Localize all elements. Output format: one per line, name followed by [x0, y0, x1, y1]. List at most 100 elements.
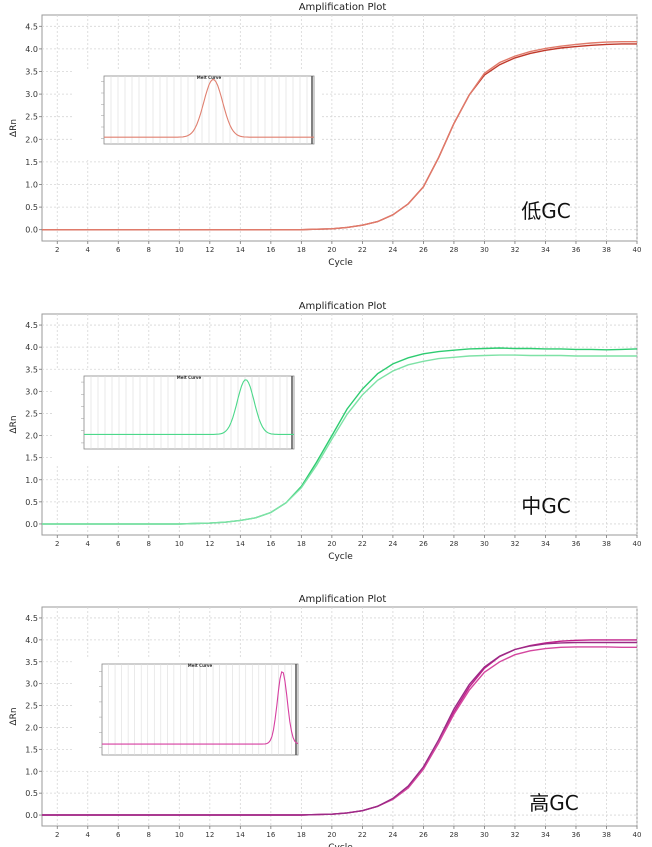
inset-melt-curve — [84, 379, 294, 435]
x-tick-label: 2 — [55, 540, 59, 548]
x-tick-label: 20 — [327, 246, 336, 254]
x-tick-label: 22 — [358, 246, 367, 254]
x-tick-label: 18 — [297, 540, 306, 548]
x-tick-label: 10 — [175, 831, 184, 839]
y-tick-label: 3.5 — [25, 365, 38, 374]
chart-title: Amplification Plot — [299, 594, 387, 605]
x-tick-label: 26 — [419, 540, 428, 548]
y-tick-label: 0.5 — [25, 789, 38, 798]
y-tick-label: 2.0 — [25, 135, 38, 144]
inset-melt-curve — [102, 671, 299, 745]
y-tick-label: 3.0 — [25, 90, 38, 99]
x-tick-label: 6 — [116, 831, 121, 839]
melt-curve-inset: Melt Curve — [74, 70, 320, 160]
y-tick-label: 3.5 — [25, 68, 38, 77]
y-tick-label: 3.0 — [25, 680, 38, 689]
x-tick-label: 28 — [449, 246, 458, 254]
x-tick-label: 6 — [116, 540, 121, 548]
y-tick-label: 1.5 — [25, 454, 38, 463]
x-tick-label: 14 — [236, 831, 245, 839]
x-axis-label: Cycle — [328, 258, 353, 268]
x-tick-label: 32 — [510, 540, 519, 548]
x-tick-label: 34 — [541, 246, 550, 254]
x-tick-label: 34 — [541, 540, 550, 548]
y-tick-label: 1.0 — [25, 767, 38, 776]
x-tick-label: 20 — [327, 831, 336, 839]
x-tick-label: 38 — [602, 540, 611, 548]
y-tick-label: 0.0 — [25, 520, 38, 529]
x-tick-label: 14 — [236, 540, 245, 548]
chart-title: Amplification Plot — [299, 2, 387, 13]
x-tick-label: 38 — [602, 246, 611, 254]
inset-title: Melt Curve — [197, 75, 222, 80]
x-tick-label: 12 — [205, 246, 214, 254]
x-tick-label: 8 — [147, 540, 151, 548]
gc-annotation: 中GC — [521, 494, 570, 518]
x-tick-label: 24 — [388, 246, 397, 254]
x-tick-label: 18 — [297, 246, 306, 254]
x-tick-label: 10 — [175, 246, 184, 254]
x-tick-label: 16 — [266, 831, 275, 839]
x-tick-label: 4 — [86, 831, 91, 839]
x-tick-label: 30 — [480, 831, 489, 839]
x-tick-label: 12 — [205, 831, 214, 839]
y-axis-label: ΔRn — [9, 415, 19, 433]
x-tick-label: 32 — [510, 831, 519, 839]
inset-title: Melt Curve — [188, 663, 213, 668]
x-tick-label: 28 — [449, 540, 458, 548]
y-tick-label: 4.5 — [25, 22, 38, 31]
x-tick-label: 10 — [175, 540, 184, 548]
x-tick-label: 26 — [419, 831, 428, 839]
chart-title: Amplification Plot — [299, 301, 387, 312]
gc-annotation: 高GC — [529, 791, 578, 815]
y-tick-label: 4.5 — [25, 321, 38, 330]
x-tick-label: 8 — [147, 246, 151, 254]
y-axis-label: ΔRn — [9, 707, 19, 725]
series-line-2 — [42, 41, 637, 231]
y-tick-label: 2.5 — [25, 409, 38, 418]
y-tick-label: 0.5 — [25, 498, 38, 507]
x-tick-label: 26 — [419, 246, 428, 254]
y-tick-label: 0.0 — [25, 226, 38, 235]
x-tick-label: 4 — [86, 540, 91, 548]
x-tick-label: 30 — [480, 540, 489, 548]
y-tick-label: 2.5 — [25, 702, 38, 711]
x-tick-label: 14 — [236, 246, 245, 254]
x-tick-label: 20 — [327, 540, 336, 548]
y-tick-label: 2.5 — [25, 113, 38, 122]
y-tick-label: 1.0 — [25, 181, 38, 190]
x-axis-label: Cycle — [328, 552, 353, 562]
x-tick-label: 18 — [297, 831, 306, 839]
x-tick-label: 32 — [510, 246, 519, 254]
x-tick-label: 12 — [205, 540, 214, 548]
x-tick-label: 24 — [388, 540, 397, 548]
x-tick-label: 40 — [633, 540, 642, 548]
gc-annotation: 低GC — [521, 199, 570, 223]
y-tick-label: 1.5 — [25, 158, 38, 167]
y-tick-label: 0.5 — [25, 203, 38, 212]
x-tick-label: 2 — [55, 246, 59, 254]
y-tick-label: 0.0 — [25, 811, 38, 820]
x-tick-label: 36 — [572, 831, 581, 839]
y-tick-label: 4.0 — [25, 636, 38, 645]
y-tick-label: 2.0 — [25, 432, 38, 441]
y-tick-label: 4.0 — [25, 45, 38, 54]
x-tick-label: 36 — [572, 540, 581, 548]
x-tick-label: 40 — [633, 831, 642, 839]
x-tick-label: 4 — [86, 246, 91, 254]
x-tick-label: 34 — [541, 831, 550, 839]
x-tick-label: 28 — [449, 831, 458, 839]
melt-curve-inset: Melt Curve — [72, 658, 304, 771]
x-tick-label: 40 — [633, 246, 642, 254]
series-line-3 — [42, 641, 637, 816]
y-tick-label: 3.5 — [25, 658, 38, 667]
x-tick-label: 6 — [116, 246, 121, 254]
x-tick-label: 30 — [480, 246, 489, 254]
inset-title: Melt Curve — [177, 375, 202, 380]
y-tick-label: 4.0 — [25, 343, 38, 352]
y-axis-label: ΔRn — [9, 119, 19, 137]
x-tick-label: 36 — [572, 246, 581, 254]
